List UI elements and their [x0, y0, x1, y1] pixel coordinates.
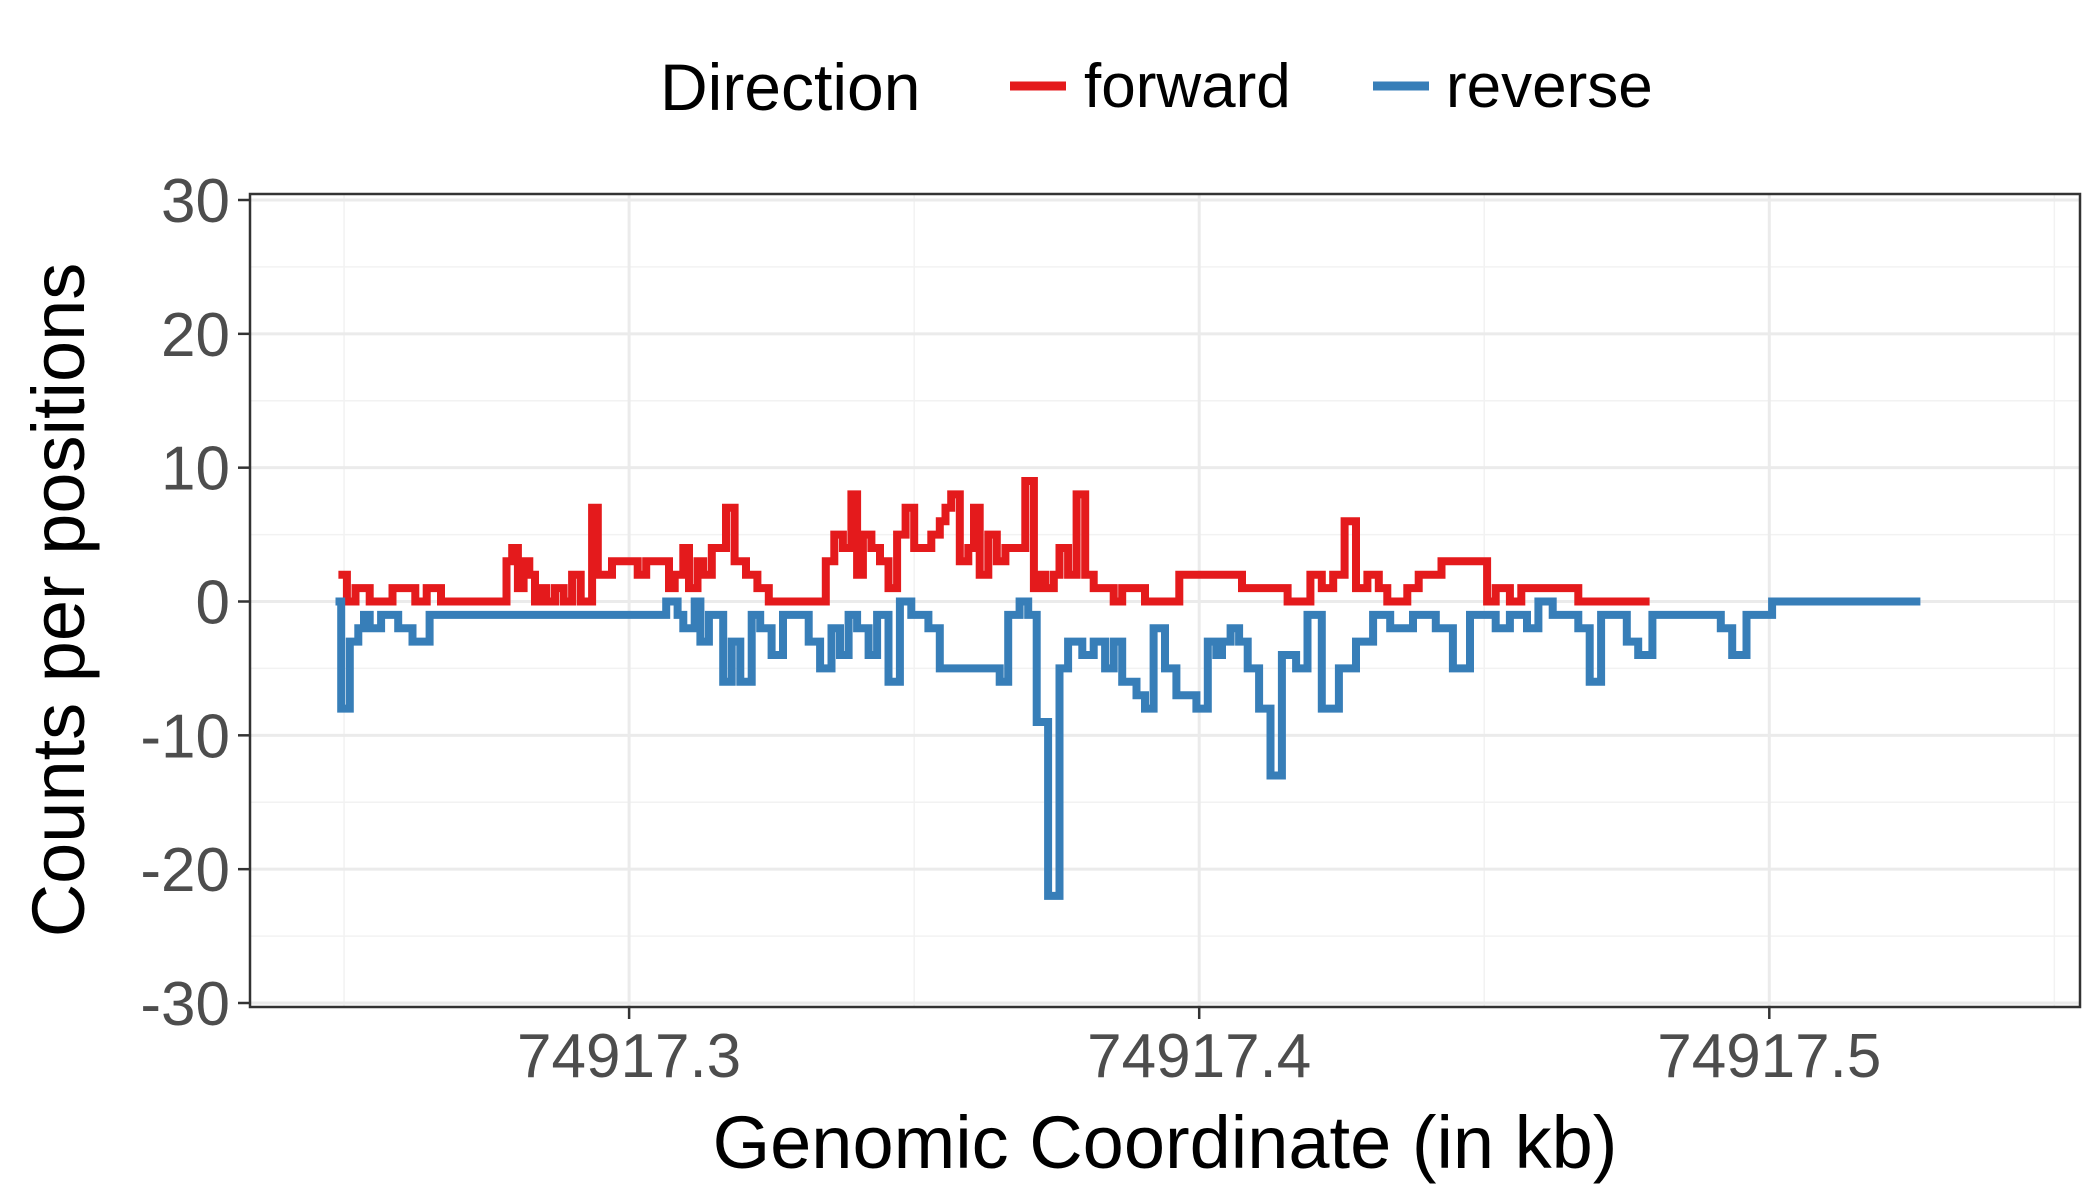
series-line-forward	[338, 477, 1650, 606]
y-tick-label: 30	[161, 167, 230, 236]
legend-title: Direction	[660, 50, 920, 124]
series-layer	[335, 477, 1921, 900]
x-tick-label: 74917.5	[1657, 1022, 1881, 1091]
y-tick-label: -30	[140, 970, 230, 1039]
y-tick-label: 20	[161, 301, 230, 370]
y-axis-title: Counts per positions	[17, 263, 100, 938]
y-tick-label: -10	[140, 702, 230, 771]
series-line-reverse	[335, 597, 1921, 900]
y-tick-label: 10	[161, 435, 230, 504]
x-axis-title: Genomic Coordinate (in kb)	[713, 1101, 1618, 1184]
y-axis: -30 -20 -10 0 10 20 30	[140, 167, 250, 1039]
legend: Direction forward reverse	[660, 50, 1653, 124]
legend-label-reverse: reverse	[1446, 52, 1653, 121]
x-axis: 74917.3 74917.4 74917.5	[517, 1007, 1881, 1091]
y-tick-label: 0	[196, 569, 230, 638]
x-tick-label: 74917.3	[517, 1022, 741, 1091]
legend-label-forward: forward	[1084, 52, 1291, 121]
y-tick-label: -20	[140, 836, 230, 905]
x-tick-label: 74917.4	[1087, 1022, 1311, 1091]
